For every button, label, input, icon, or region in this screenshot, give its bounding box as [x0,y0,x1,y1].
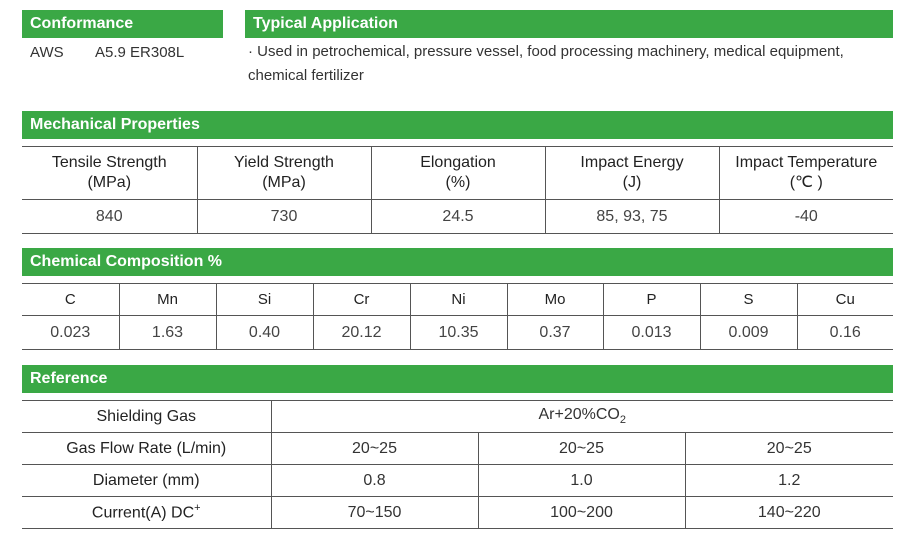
yield-strength-unit: (MPa) [262,174,306,191]
application-text: · Used in petrochemical, pressure vessel… [248,43,844,84]
diameter-label: Diameter (mm) [22,464,271,497]
value-c: 0.023 [22,315,119,350]
gas-flow-value: 20~25 [684,432,894,465]
current-value: 140~220 [684,496,894,529]
element-cu: Cu [796,283,893,316]
chemical-element-row: C Mn Si Cr Ni Mo P S Cu [22,283,893,316]
shielding-gas-subscript: 2 [619,414,626,427]
tensile-strength-value: 840 [22,199,197,234]
current-value: 100~200 [477,496,685,529]
diameter-row: Diameter (mm) 0.8 1.0 1.2 [22,464,894,497]
reference-title: Reference [30,370,108,387]
application-header: Typical Application [245,10,893,38]
diameter-value: 1.2 [684,464,894,497]
yield-strength-label: Yield Strength [234,154,334,171]
value-mn: 1.63 [118,315,216,350]
element-ni: Ni [409,283,507,316]
shielding-gas-main: Ar+20%CO [538,406,620,424]
diameter-value: 0.8 [270,464,478,497]
tensile-strength-header: Tensile Strength (MPa) [22,146,197,200]
value-mo: 0.37 [506,315,603,350]
shielding-gas-label: Shielding Gas [22,400,271,433]
element-c: C [22,283,119,316]
mechanical-value-row: 840 730 24.5 85, 93, 75 -40 [22,199,893,234]
current-label: Current(A) DC [91,504,195,522]
impact-temperature-label: Impact Temperature [735,154,878,171]
shielding-gas-value: Ar+20%CO2 [270,400,894,433]
value-cu: 0.16 [796,315,893,350]
tensile-strength-unit: (MPa) [87,174,132,191]
impact-temperature-value: -40 [718,199,893,234]
current-row: Current(A) DC+ 70~150 100~200 140~220 [22,496,894,529]
chemical-table: C Mn Si Cr Ni Mo P S Cu 0.023 1.63 0.40 … [22,283,893,350]
impact-energy-value: 85, 93, 75 [544,199,719,234]
current-superscript: + [194,502,201,515]
element-p: P [602,283,700,316]
gas-flow-label: Gas Flow Rate (L/min) [22,432,271,465]
impact-energy-unit: (J) [622,174,642,191]
elongation-header: Elongation (%) [370,146,545,200]
mechanical-header-row: Tensile Strength (MPa) Yield Strength (MPa… [22,146,893,200]
value-ni: 10.35 [409,315,507,350]
gas-flow-value: 20~25 [477,432,685,465]
element-si: Si [215,283,313,316]
value-s: 0.009 [699,315,797,350]
yield-strength-value: 730 [196,199,371,234]
mechanical-header: Mechanical Properties [22,111,893,139]
element-s: S [699,283,797,316]
chemical-header: Chemical Composition % [22,248,893,276]
reference-header: Reference [22,365,893,393]
conformance-standard: AWS [30,44,64,61]
value-p: 0.013 [602,315,700,350]
conformance-header: Conformance [22,10,223,38]
element-mn: Mn [118,283,216,316]
current-label-cell: Current(A) DC+ [22,496,271,529]
impact-temperature-unit: (℃ ) [789,174,823,191]
elongation-value: 24.5 [370,199,545,234]
application-title: Typical Application [253,15,398,32]
chemical-value-row: 0.023 1.63 0.40 20.12 10.35 0.37 0.013 0… [22,315,893,350]
gas-flow-row: Gas Flow Rate (L/min) 20~25 20~25 20~25 [22,432,894,465]
value-si: 0.40 [215,315,313,350]
elongation-label: Elongation [420,154,496,171]
conformance-spec: A5.9 ER308L [95,44,185,61]
value-cr: 20.12 [312,315,410,350]
mechanical-title: Mechanical Properties [30,116,200,133]
tensile-strength-label: Tensile Strength [51,154,167,171]
current-value: 70~150 [270,496,478,529]
impact-energy-label: Impact Energy [580,154,684,171]
chemical-title: Chemical Composition % [30,253,223,270]
diameter-value: 1.0 [477,464,685,497]
conformance-spec-row: A5.9 ER308L [95,44,184,61]
mechanical-table: Tensile Strength (MPa) Yield Strength (MPa… [22,146,893,234]
conformance-row: AWS [30,44,64,61]
element-cr: Cr [312,283,410,316]
impact-temperature-header: Impact Temperature (℃ ) [718,146,893,200]
shielding-gas-row: Shielding Gas Ar+20%CO2 [22,400,894,433]
gas-flow-value: 20~25 [270,432,478,465]
elongation-unit: (%) [445,174,471,191]
reference-table: Shielding Gas Ar+20%CO2 Gas Flow Rate (L… [22,400,894,529]
impact-energy-header: Impact Energy (J) [544,146,719,200]
yield-strength-header: Yield Strength (MPa) [196,146,371,200]
conformance-title: Conformance [30,15,134,32]
element-mo: Mo [506,283,603,316]
